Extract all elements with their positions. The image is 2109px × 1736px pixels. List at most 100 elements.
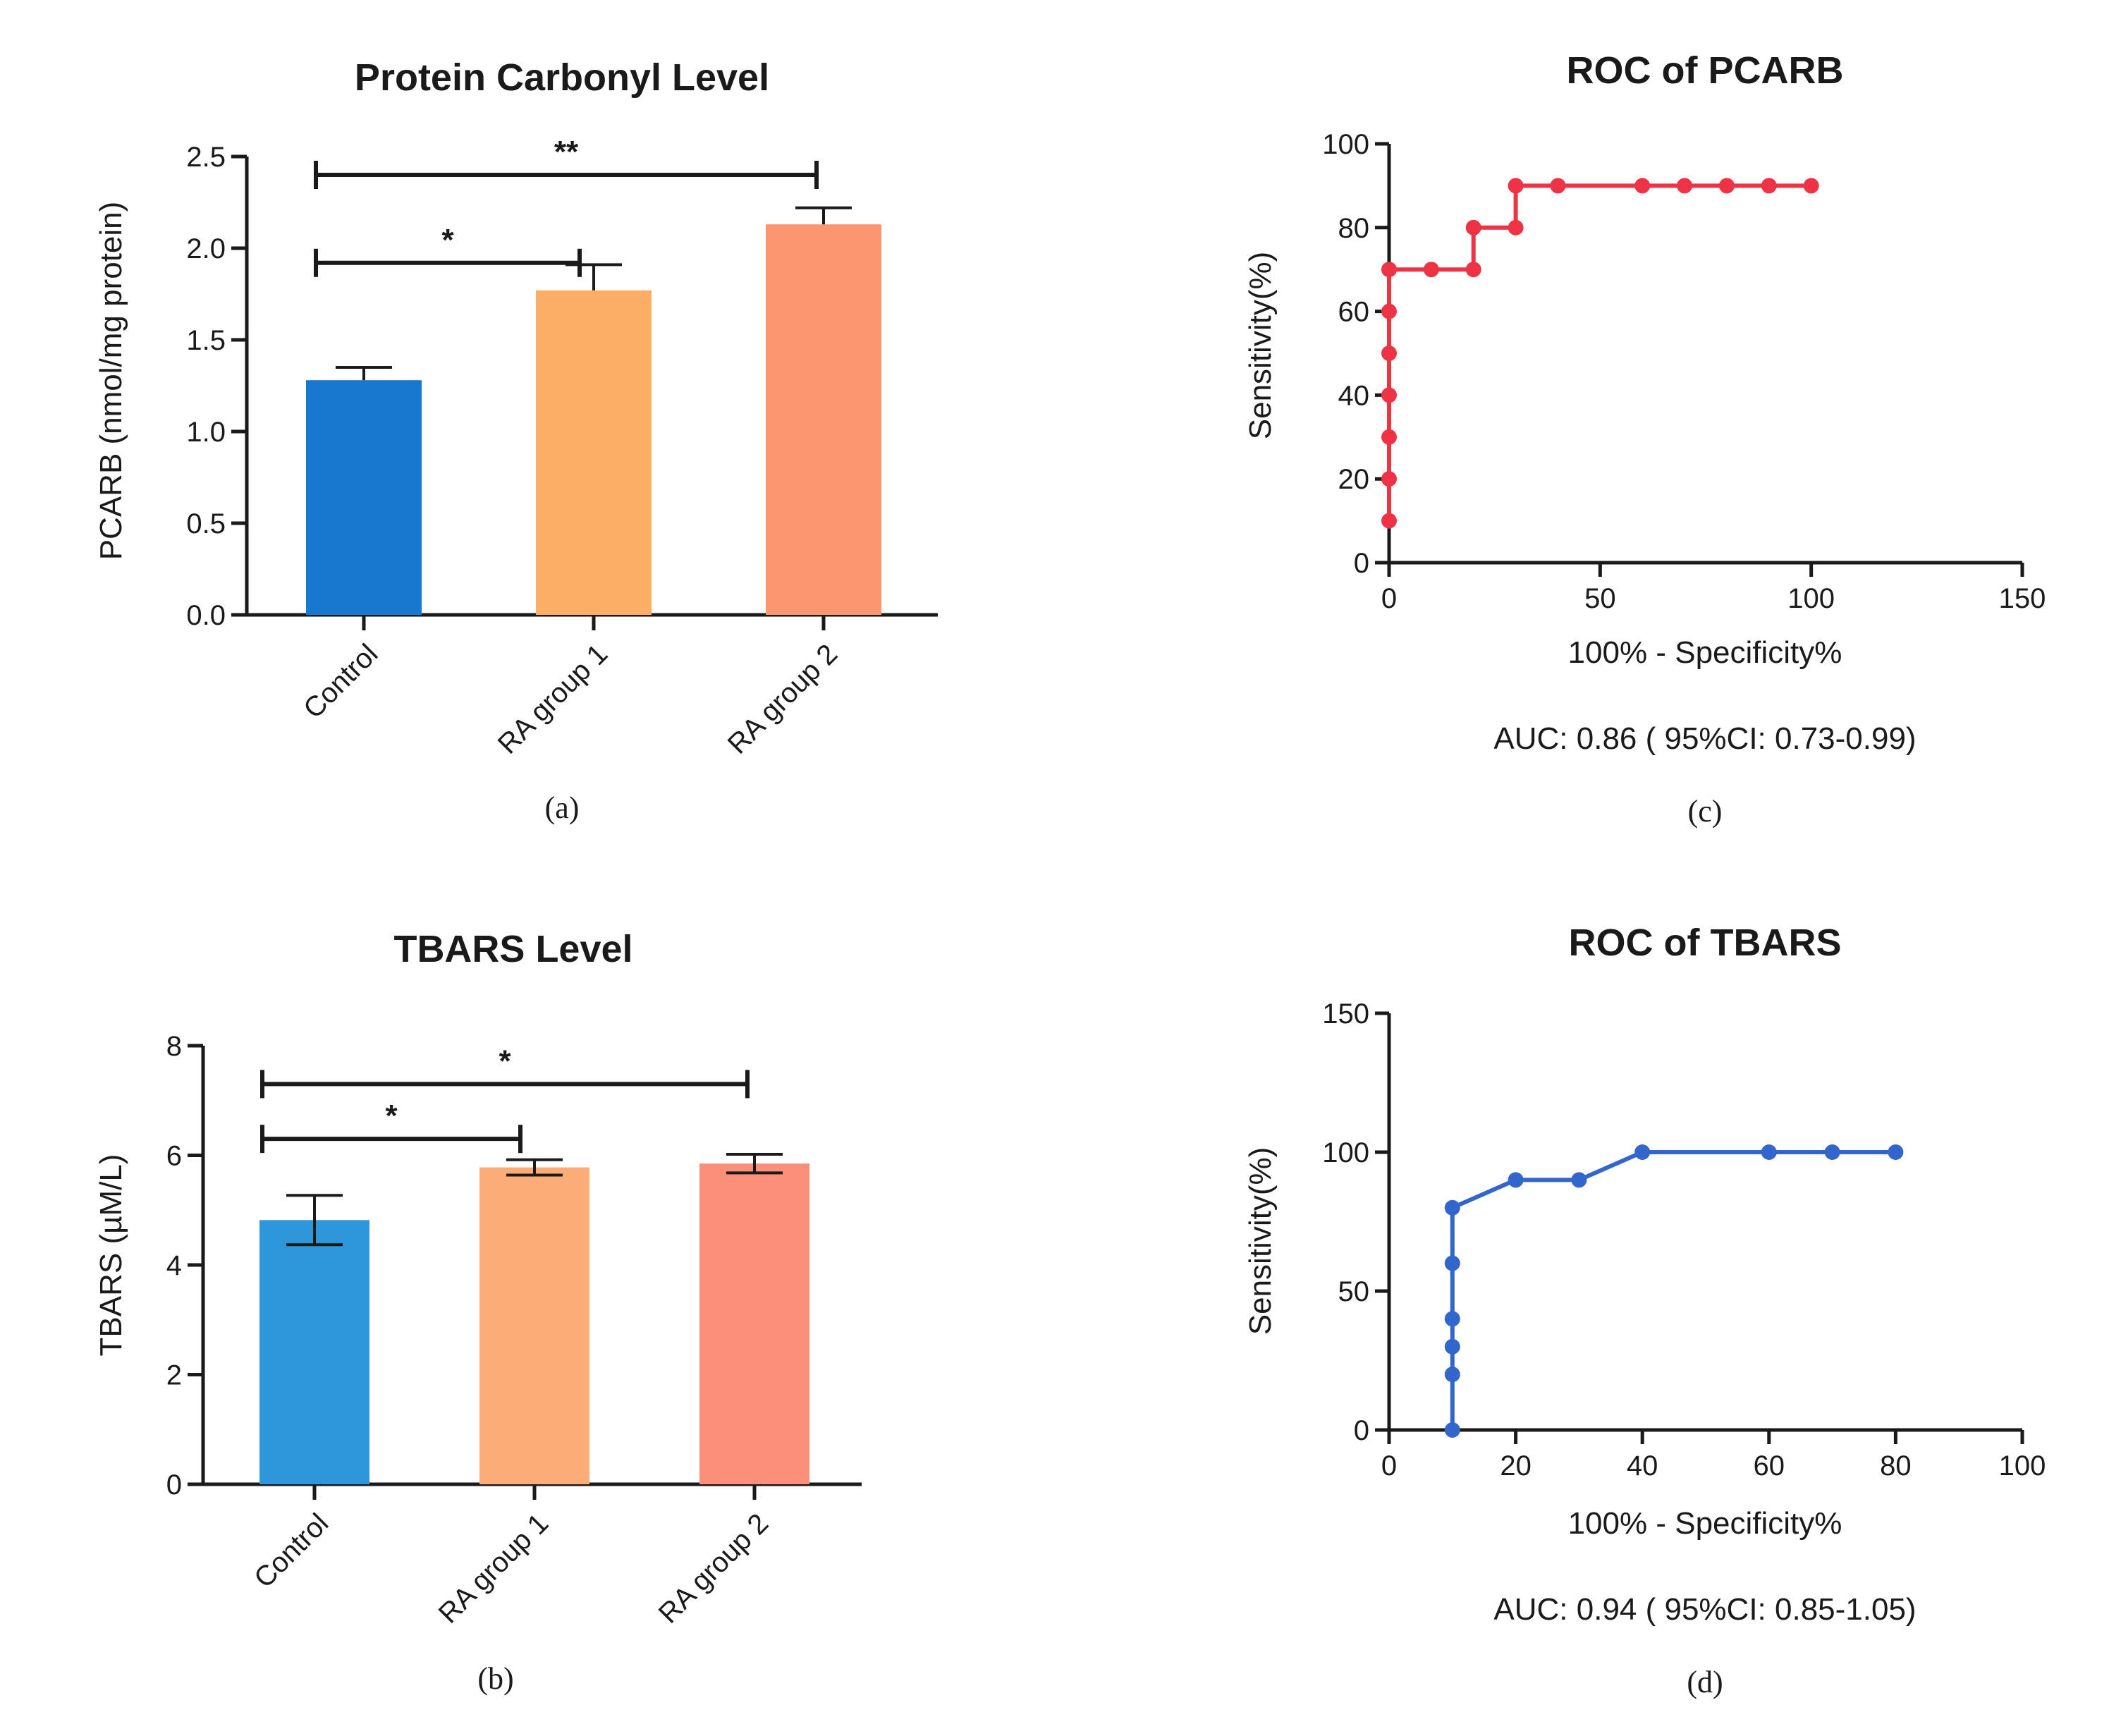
chart-d-roc-point <box>1444 1311 1460 1327</box>
chart-d-ytick-label: 50 <box>1338 1276 1370 1307</box>
chart-d-roc-point <box>1508 1172 1524 1188</box>
chart-c-ytick-label: 60 <box>1338 297 1370 328</box>
chart-d-roc-point <box>1444 1367 1460 1383</box>
chart-d-roc-point <box>1444 1422 1460 1438</box>
chart-b-bar <box>479 1167 589 1484</box>
chart-d-xtick-label: 40 <box>1627 1450 1658 1481</box>
chart-d-ylabel: Sensitivity(%) <box>1243 1147 1278 1335</box>
chart-d-xtick-label: 100 <box>1999 1450 2046 1481</box>
chart-a-ytick-label: 2.0 <box>186 233 226 264</box>
chart-c-xtick-label: 100 <box>1787 583 1835 614</box>
chart-c-roc-point <box>1508 178 1524 194</box>
chart-c-roc-point <box>1381 471 1397 487</box>
chart-b-panel-label: (b) <box>477 1661 513 1696</box>
chart-d-xtick-label: 20 <box>1500 1450 1532 1481</box>
chart-c-roc-point <box>1381 429 1397 445</box>
chart-c-roc-point <box>1465 219 1481 236</box>
chart-b-bar <box>699 1163 809 1484</box>
chart-c-xlabel: 100% - Specificity% <box>1568 635 1842 670</box>
chart-a-xtick-label: RA group 1 <box>492 638 614 760</box>
chart-c-ytick-label: 0 <box>1354 548 1369 579</box>
chart-c-roc-point <box>1381 346 1397 361</box>
chart-d-roc-point <box>1571 1172 1587 1188</box>
chart-a-title: Protein Carbonyl Level <box>355 56 769 99</box>
chart-a-bar <box>766 224 881 615</box>
chart-c-ytick-label: 40 <box>1338 380 1370 411</box>
chart-d-auc: AUC: 0.94 ( 95%CI: 0.85-1.05) <box>1493 1592 1916 1627</box>
chart-c-roc-point <box>1634 178 1651 194</box>
chart-c-panel-label: (c) <box>1688 794 1723 829</box>
chart-c-roc-pcarb: ROC of PCARB Sensitivity(%) 100% - Speci… <box>1243 49 2046 829</box>
chart-a-xtick-label: RA group 2 <box>722 638 844 760</box>
chart-a-ylabel: PCARB (nmol/mg protein) <box>94 202 128 561</box>
chart-c-roc-point <box>1718 178 1735 194</box>
chart-c-ylabel: Sensitivity(%) <box>1243 252 1278 440</box>
chart-d-roc-point <box>1444 1199 1460 1216</box>
chart-c-xtick-label: 0 <box>1381 583 1397 614</box>
chart-c-roc-point <box>1508 219 1524 236</box>
chart-c-xtick-label: 50 <box>1584 583 1616 614</box>
chart-a-protein-carbonyl: Protein Carbonyl Level PCARB (nmol/mg pr… <box>94 56 938 825</box>
chart-c-roc-point <box>1803 178 1819 194</box>
chart-a-bar <box>306 380 422 615</box>
chart-d-title: ROC of TBARS <box>1569 922 1842 964</box>
chart-d-roc-line <box>1450 1150 1896 1430</box>
chart-b-ytick-label: 8 <box>166 1031 182 1062</box>
chart-d-ytick-label: 0 <box>1354 1415 1369 1446</box>
chart-b-ytick-label: 6 <box>166 1141 182 1172</box>
chart-b-tbars: TBARS Level TBARS (µM/L) (b) 0 2 4 6 8 Contro… <box>94 928 862 1696</box>
chart-a-panel-label: (a) <box>545 790 580 825</box>
chart-a-sig-label: ** <box>554 135 579 169</box>
chart-a-ytick-label: 1.5 <box>186 325 226 356</box>
chart-c-roc-point <box>1381 262 1397 278</box>
chart-c-marks: 0 20 40 60 80 100 0 50 100 150 <box>1322 129 2046 614</box>
chart-b-xtick-label: Control <box>248 1508 334 1594</box>
chart-c-roc-point <box>1381 387 1397 403</box>
chart-c-roc-point <box>1761 178 1777 194</box>
chart-d-xlabel: 100% - Specificity% <box>1568 1506 1842 1541</box>
chart-d-xtick-label: 80 <box>1880 1450 1912 1481</box>
chart-a-marks: 0.0 0.5 1.0 1.5 2.0 2.5 Control RA group 1 RA gr… <box>186 135 938 760</box>
chart-d-panel-label: (d) <box>1687 1665 1723 1699</box>
chart-a-ytick-label: 2.5 <box>186 142 226 173</box>
chart-d-roc-point <box>1761 1144 1777 1160</box>
chart-b-bar <box>259 1220 369 1484</box>
chart-a-sig-label: * <box>441 223 454 257</box>
chart-c-ytick-label: 100 <box>1322 129 1369 160</box>
chart-d-roc-point <box>1824 1144 1840 1160</box>
chart-d-marks: 0 50 100 150 0 20 40 60 80 100 <box>1322 998 2046 1481</box>
chart-b-title: TBARS Level <box>393 928 632 970</box>
chart-d-roc-point <box>1444 1255 1460 1271</box>
chart-c-roc-point <box>1550 178 1566 194</box>
chart-a-bar <box>536 290 652 615</box>
chart-c-title: ROC of PCARB <box>1567 49 1844 92</box>
chart-c-xtick-label: 150 <box>1999 583 2046 614</box>
chart-a-ytick-label: 0.5 <box>186 508 226 539</box>
chart-b-xtick-label: RA group 2 <box>653 1508 775 1630</box>
chart-a-ytick-label: 0.0 <box>186 600 226 631</box>
chart-c-roc-point <box>1465 262 1481 278</box>
chart-d-xtick-label: 0 <box>1381 1450 1397 1481</box>
chart-d-roc-point <box>1634 1144 1651 1160</box>
chart-a-ytick-label: 1.0 <box>186 417 226 448</box>
chart-c-roc-point <box>1381 513 1397 529</box>
chart-c-roc-point <box>1677 178 1693 194</box>
chart-d-xtick-label: 60 <box>1754 1450 1785 1481</box>
chart-c-ytick-label: 20 <box>1338 464 1370 495</box>
chart-d-ytick-label: 150 <box>1322 998 1369 1029</box>
chart-b-marks: 0 2 4 6 8 Control RA group 1 RA group 2 * * <box>166 1031 862 1630</box>
chart-c-roc-point <box>1381 303 1397 319</box>
chart-c-ytick-label: 80 <box>1338 213 1370 244</box>
chart-b-ytick-label: 4 <box>166 1250 182 1281</box>
chart-d-ytick-label: 100 <box>1322 1137 1369 1168</box>
chart-b-ytick-label: 0 <box>166 1469 182 1500</box>
chart-a-xtick-label: Control <box>298 638 384 724</box>
chart-d-roc-tbars: ROC of TBARS Sensitivity(%) 100% - Speci… <box>1243 922 2046 1699</box>
chart-c-auc: AUC: 0.86 ( 95%CI: 0.73-0.99) <box>1493 721 1916 756</box>
chart-b-ytick-label: 2 <box>166 1360 182 1391</box>
chart-d-roc-point <box>1888 1144 1904 1160</box>
chart-c-roc-point <box>1423 262 1439 278</box>
chart-c-roc-line <box>1387 183 1811 521</box>
chart-b-sig-label: * <box>385 1099 398 1133</box>
